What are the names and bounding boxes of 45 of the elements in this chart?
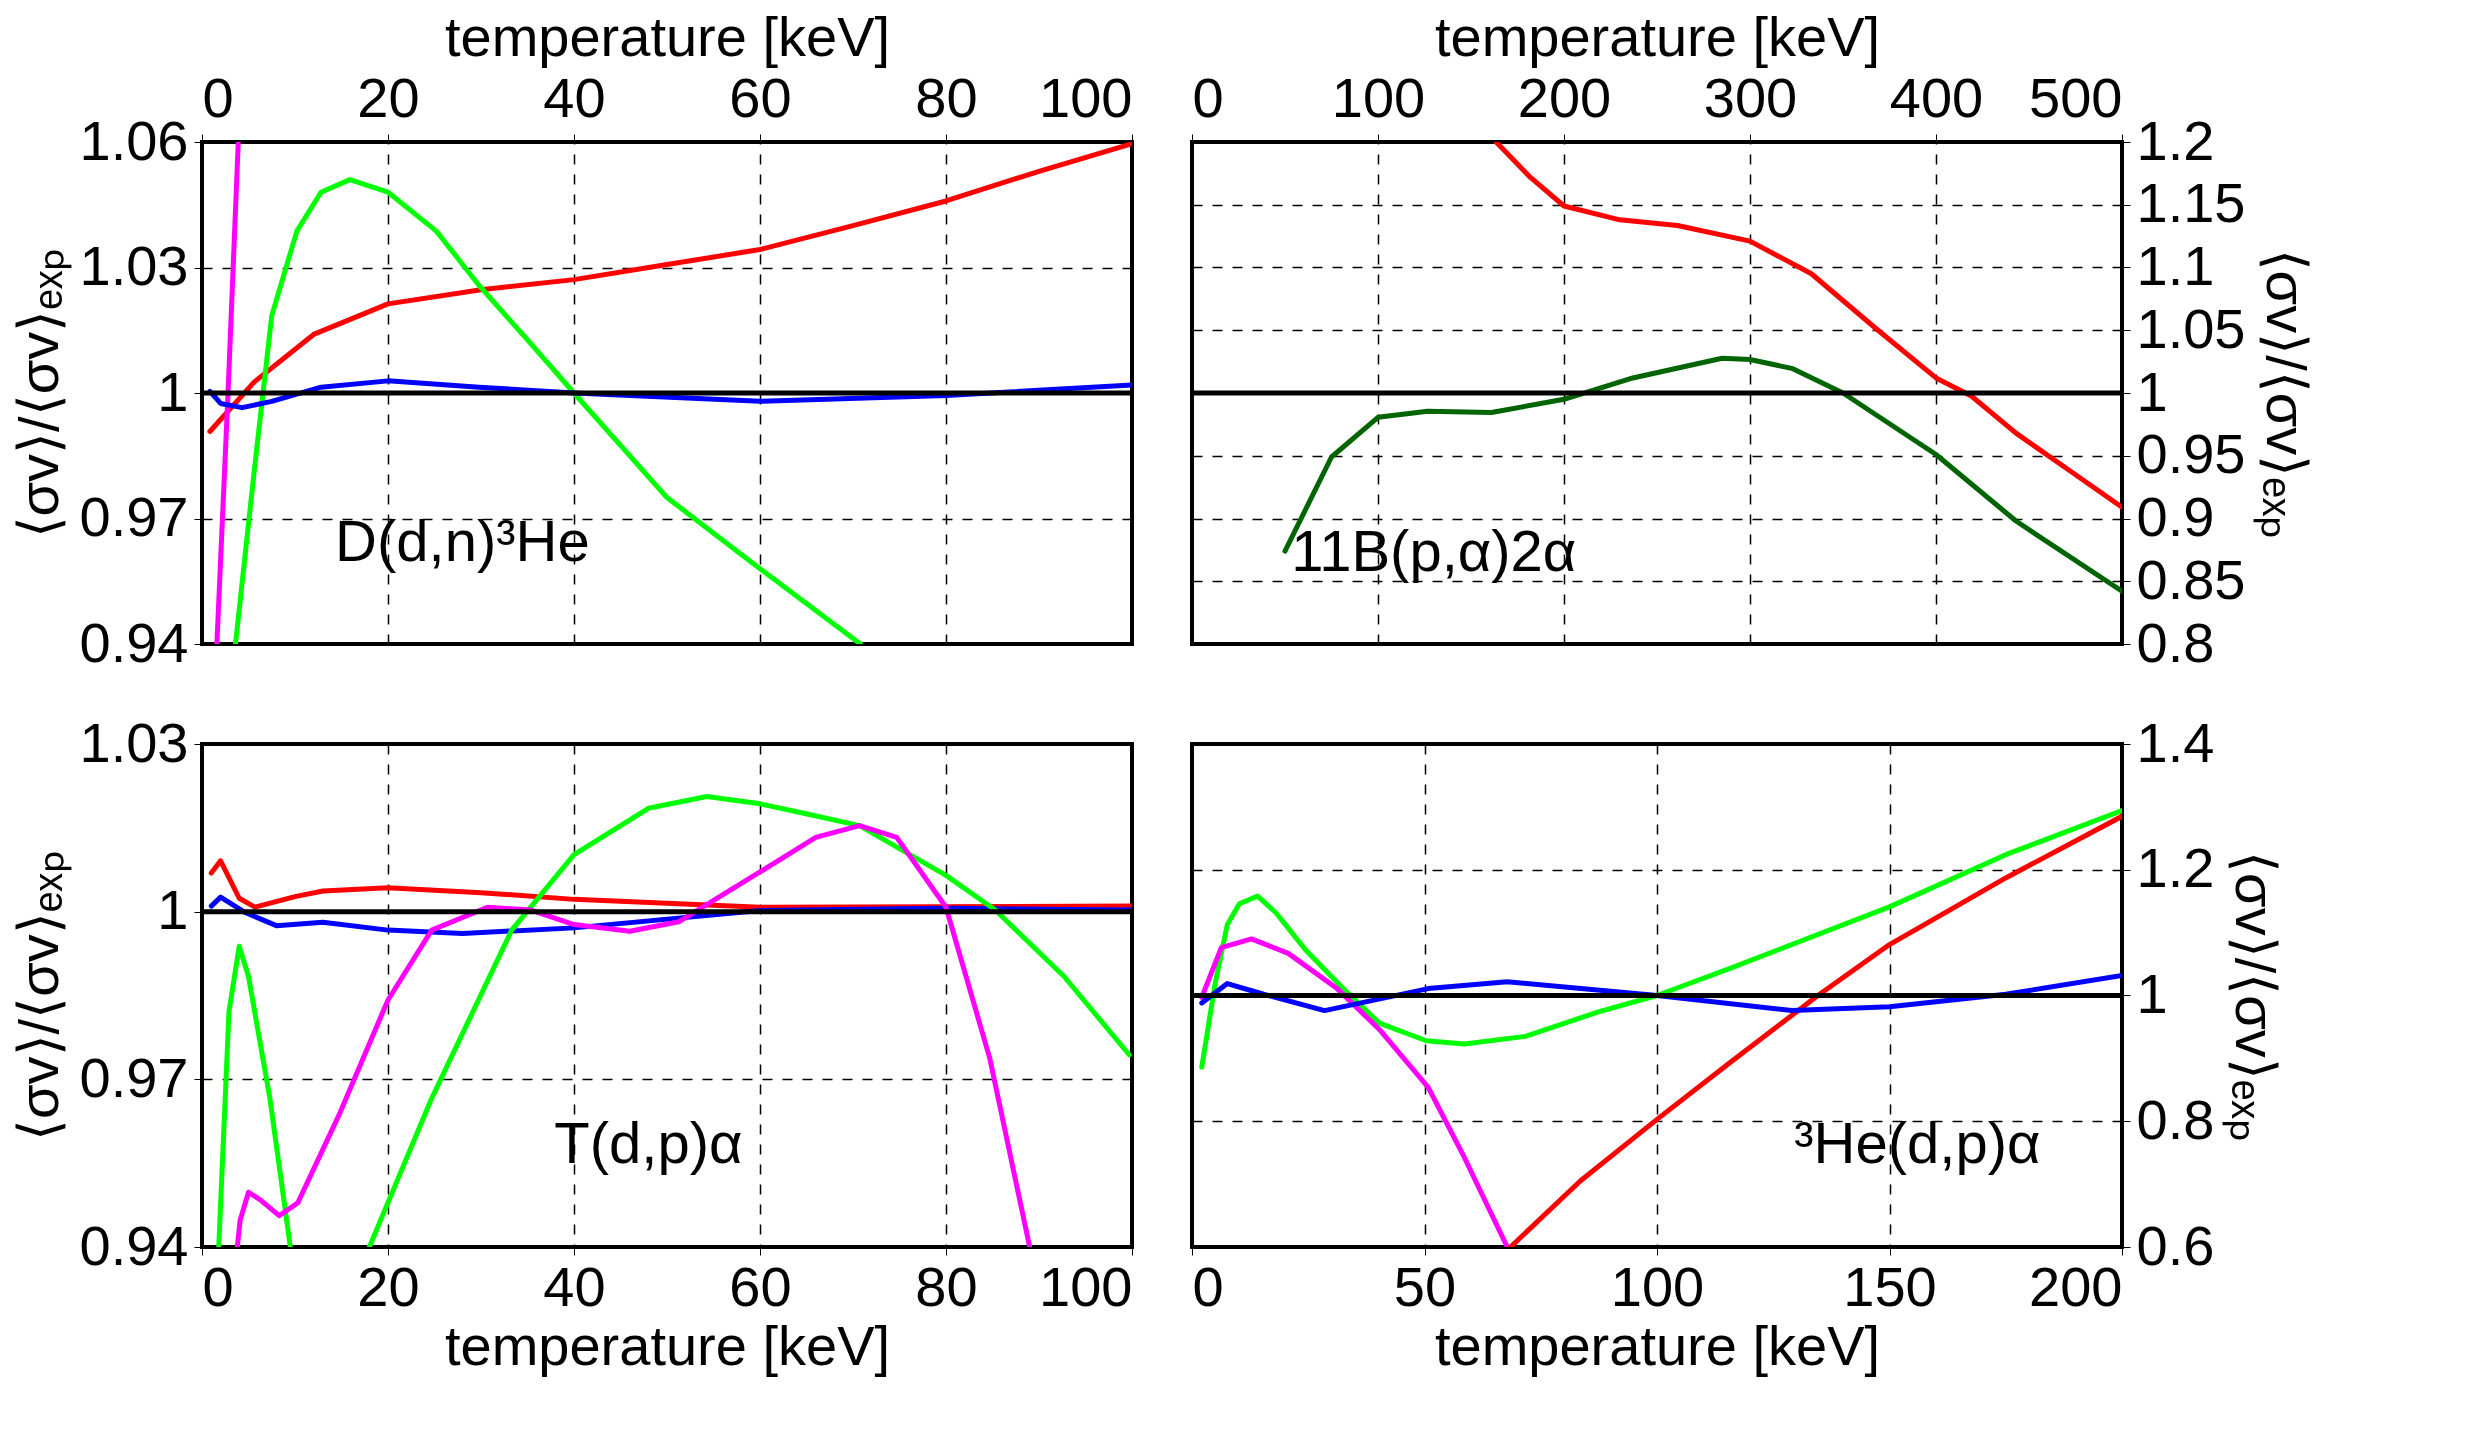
y2-tick-label: 0.8 [2136, 1087, 2215, 1151]
y-tick-label: 1.03 [79, 234, 189, 297]
x-tick-label: 100 [1039, 65, 1133, 129]
y-tick-label: 1.03 [79, 710, 189, 774]
y2-tick-label: 0.6 [2136, 1213, 2215, 1277]
y2-axis-title: ⟨σv⟩/⟨σv⟩ₑₓₚ [2222, 851, 2288, 1141]
x-tick-label: 0 [202, 1254, 234, 1318]
x-tick-label: 400 [1889, 65, 1984, 129]
x-tick-label: 0 [1192, 65, 1224, 129]
y2-tick-label: 1 [2136, 962, 2168, 1025]
y-tick-label: 1 [157, 359, 189, 423]
x-tick-label: 20 [357, 1254, 420, 1318]
y2-tick-label: 1.15 [2136, 171, 2246, 235]
x-tick-label: 20 [357, 65, 420, 129]
y2-tick-label: 0.95 [2136, 422, 2246, 486]
y-tick-label: 0.97 [79, 485, 189, 548]
y2-tick-label: 0.85 [2136, 547, 2246, 611]
x-tick-label: 80 [915, 1254, 978, 1318]
y2-tick-label: 0.8 [2136, 610, 2215, 674]
y-tick-label: 0.94 [79, 1213, 189, 1277]
annotation: T(d,p)α [554, 1110, 743, 1176]
annotation: D(d,n)³He [335, 507, 590, 573]
x-tick-label: 500 [2029, 65, 2123, 129]
x-tick-label: 200 [2029, 1254, 2123, 1318]
x-tick-label: 0 [202, 65, 234, 129]
annotation: 11B(p,α)2α [1291, 517, 1577, 583]
y2-axis-title: ⟨σv⟩/⟨σv⟩ₑₓₚ [2253, 248, 2319, 539]
y2-tick-label: 1.4 [2136, 710, 2215, 774]
x-tick-label: 0 [1192, 1254, 1224, 1318]
y2-tick-label: 1.2 [2136, 108, 2215, 172]
y-tick-label: 1 [157, 878, 189, 942]
y2-tick-label: 0.9 [2136, 485, 2215, 548]
x-tick-label: 100 [1331, 65, 1426, 129]
x-tick-label: 100 [1039, 1254, 1133, 1318]
y-tick-label: 1.06 [79, 108, 189, 172]
annotation: ³He(d,p)α [1794, 1110, 2041, 1176]
y2-tick-label: 1.1 [2136, 234, 2215, 297]
y-axis-title: ⟨σv⟩/⟨σv⟩ₑₓₚ [6, 248, 72, 539]
y-tick-label: 0.97 [79, 1045, 189, 1109]
y2-tick-label: 1 [2136, 359, 2168, 423]
x-tick-label: 80 [915, 65, 978, 129]
y2-tick-label: 1.2 [2136, 836, 2215, 900]
y-axis-title: ⟨σv⟩/⟨σv⟩ₑₓₚ [6, 851, 72, 1141]
y-tick-label: 0.94 [79, 610, 189, 674]
y2-tick-label: 1.05 [2136, 296, 2246, 360]
